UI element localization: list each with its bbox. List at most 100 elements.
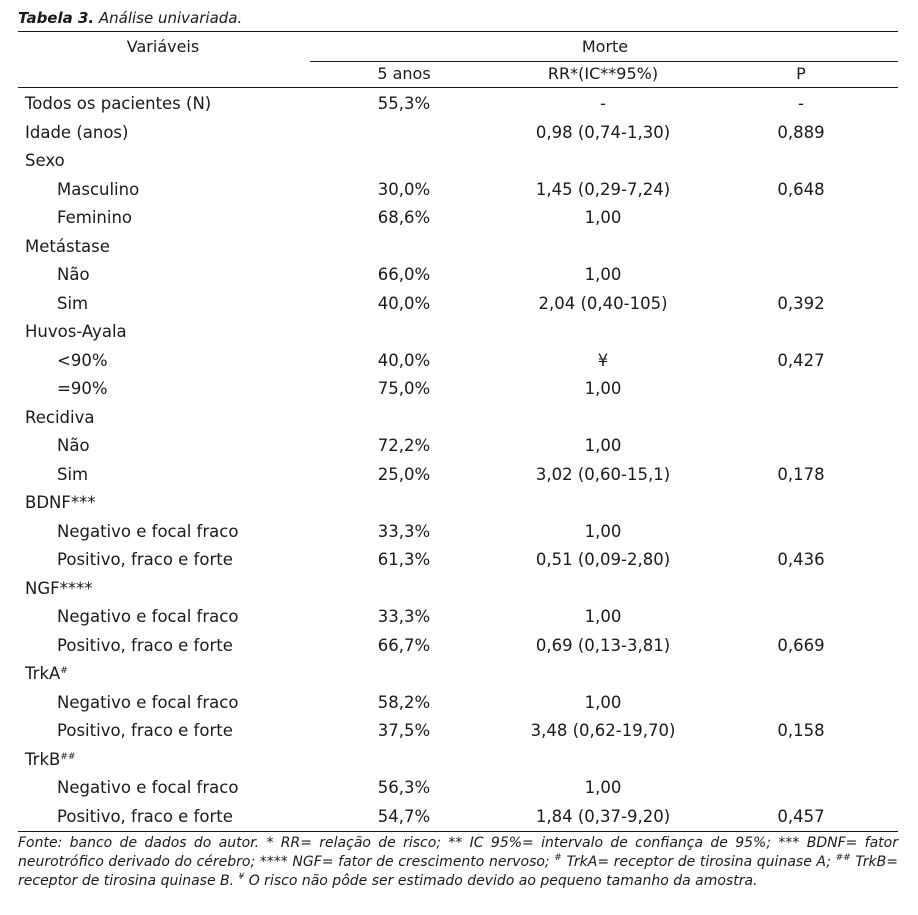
table-row: Negativo e focal fraco 56,3% 1,00 [0,774,918,803]
row-label: Negativo e focal fraco [57,607,239,626]
header-col-p: P [796,64,806,83]
cell-5-anos: 54,7% [377,806,431,826]
table-title: Análise univariada. [98,9,243,27]
cell-p-value: 0,457 [777,806,825,826]
table-row: TrkB## [0,746,918,775]
row-label: Negativo e focal fraco [57,692,239,712]
cell-5-anos: 30,0% [377,179,431,199]
row-label: Masculino [57,179,140,199]
table-row: Não 66,0% 1,00 [0,261,918,290]
cell-5-anos: 66,0% [377,265,431,284]
row-label: TrkA# [25,664,68,683]
header-group-morte: Morte [581,37,629,56]
table-row: Metástase [0,233,918,262]
table-caption: Tabela 3. Análise univariada. [18,8,242,28]
table-row: Idade (anos) 0,98 (0,74-1,30) 0,889 [0,119,918,148]
cell-5-anos: 66,7% [377,635,431,655]
table-body: Todos os pacientes (N) 55,3% - - Idade (anos… [0,90,918,831]
row-label: Negativo e focal fraco [57,778,239,797]
table-row: TrkA# [0,660,918,689]
cell-p-value: 0,178 [777,464,825,484]
cell-p-value: 0,889 [777,122,825,142]
row-label: Feminino [57,208,132,227]
row-label: Positivo, fraco e forte [57,635,233,655]
cell-5-anos: 33,3% [377,521,431,541]
cell-rr-ic: 0,98 (0,74-1,30) [535,122,671,142]
row-label: Não [57,436,90,455]
row-label: Idade (anos) [25,122,129,142]
cell-rr-ic: 1,00 [584,607,622,626]
cell-5-anos: 25,0% [377,464,431,484]
table-row: Negativo e focal fraco 33,3% 1,00 [0,603,918,632]
table-row: Positivo, fraco e forte 61,3% 0,51 (0,09-2… [0,546,918,575]
cell-p-value: - [798,94,804,113]
table-row: Não 72,2% 1,00 [0,432,918,461]
cell-rr-ic: 1,84 (0,37-9,20) [535,806,671,826]
footnote-line-3: receptor de tirosina quinase B. ¥ O risc… [18,872,758,890]
cell-rr-ic: 1,00 [584,379,622,398]
footnote-line-2: neurotrófico derivado do cérebro; **** N… [18,853,898,871]
cell-5-anos: 37,5% [377,721,431,740]
row-label: Sexo [25,151,65,170]
cell-rr-ic: 3,02 (0,60-15,1) [535,464,671,484]
cell-p-value: 0,436 [777,550,825,569]
row-label: Não [57,265,90,284]
cell-5-anos: 56,3% [377,778,431,797]
cell-rr-ic: 0,51 (0,09-2,80) [535,550,671,569]
table-row: =90% 75,0% 1,00 [0,375,918,404]
table-row: Positivo, fraco e forte 54,7% 1,84 (0,37-9… [0,803,918,832]
cell-5-anos: 40,0% [377,293,431,313]
bottom-rule [18,831,898,832]
cell-5-anos: 72,2% [377,436,431,455]
table-row: BDNF*** [0,489,918,518]
row-label: Huvos-Ayala [25,322,127,341]
cell-rr-ic: ¥ [597,350,609,370]
cell-rr-ic: 1,00 [584,436,622,455]
table-row: Recidiva [0,404,918,433]
cell-5-anos: 75,0% [377,379,431,398]
label-superscript: # [60,666,68,676]
header-col-rr: RR*(IC**95%) [547,64,659,83]
cell-5-anos: 40,0% [377,350,431,370]
table-row: Todos os pacientes (N) 55,3% - - [0,90,918,119]
footnote-line-1: Fonte: banco de dados do autor. * RR= re… [18,835,898,851]
row-label: Sim [57,293,89,313]
table-row: Positivo, fraco e forte 66,7% 0,69 (0,13-3… [0,632,918,661]
table-row: NGF**** [0,575,918,604]
cell-rr-ic: 1,00 [584,521,622,541]
cell-5-anos: 55,3% [377,94,431,113]
cell-5-anos: 33,3% [377,607,431,626]
table-row: Sexo [0,147,918,176]
row-label: Positivo, fraco e forte [57,721,233,740]
row-label: Metástase [25,236,110,256]
row-label: Positivo, fraco e forte [57,806,233,826]
row-label: BDNF*** [25,493,96,512]
row-label: Recidiva [25,407,95,427]
table-row: Sim 40,0% 2,04 (0,40-105) 0,392 [0,290,918,319]
cell-rr-ic: 1,45 (0,29-7,24) [535,179,671,199]
row-label: Negativo e focal fraco [57,521,239,541]
cell-rr-ic: 1,00 [584,208,622,227]
row-label: Sim [57,464,89,484]
cell-rr-ic: 3,48 (0,62-19,70) [530,721,676,740]
cell-p-value: 0,648 [777,179,825,199]
cell-rr-ic: 0,69 (0,13-3,81) [535,635,671,655]
table-row: Feminino 68,6% 1,00 [0,204,918,233]
table-footnote: Fonte: banco de dados do autor. * RR= re… [18,834,898,891]
cell-rr-ic: 1,00 [584,692,622,712]
table-row: Huvos-Ayala [0,318,918,347]
cell-rr-ic: 1,00 [584,265,622,284]
table-row: Negativo e focal fraco 33,3% 1,00 [0,518,918,547]
header-col-5-anos: 5 anos [377,64,431,83]
row-label: NGF**** [25,578,93,598]
row-label: Todos os pacientes (N) [25,94,212,113]
table-row: Negativo e focal fraco 58,2% 1,00 [0,689,918,718]
cell-p-value: 0,427 [777,350,825,370]
cell-p-value: 0,669 [777,635,825,655]
cell-rr-ic: - [600,94,606,113]
group-rule [310,61,898,62]
cell-p-value: 0,158 [777,721,825,740]
row-label: TrkB## [25,749,76,769]
table-row: Positivo, fraco e forte 37,5% 3,48 (0,62-1… [0,717,918,746]
table-row: <90% 40,0% ¥0,427 [0,347,918,376]
